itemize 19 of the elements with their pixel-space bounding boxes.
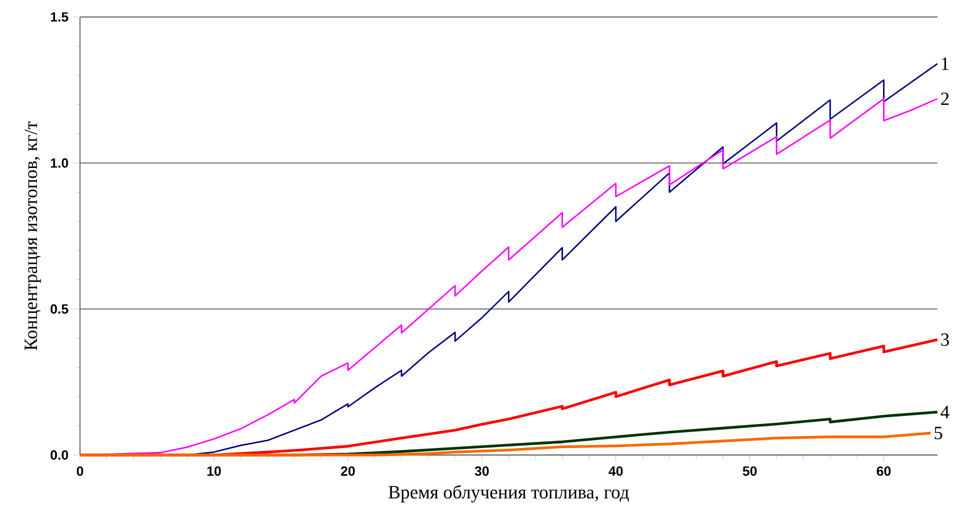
x-tick-label: 60 — [876, 466, 891, 476]
series-label: 2 — [941, 92, 949, 105]
x-tick-label: 20 — [340, 466, 355, 476]
y-tick-label: 1.0 — [50, 158, 68, 168]
x-axis-title: Время облучения топлива, год — [388, 484, 629, 502]
series-label: 4 — [940, 406, 950, 418]
series-label: 3 — [941, 333, 949, 346]
y-axis-title: Концентрация изотопов, кг/т — [24, 122, 41, 350]
x-tick-label: 50 — [742, 466, 757, 476]
line-series — [78, 432, 932, 456]
x-tick-label: 0 — [76, 466, 84, 476]
x-tick-label: 30 — [474, 466, 489, 476]
y-tick-label: 0.5 — [50, 304, 68, 314]
y-tick-label: 0.0 — [50, 450, 68, 460]
x-tick-label: 10 — [207, 466, 221, 476]
series-label: 1 — [942, 58, 948, 70]
x-tick-label: 40 — [608, 466, 623, 476]
series-label: 5 — [934, 426, 942, 440]
y-tick-label: 1.5 — [50, 12, 68, 22]
